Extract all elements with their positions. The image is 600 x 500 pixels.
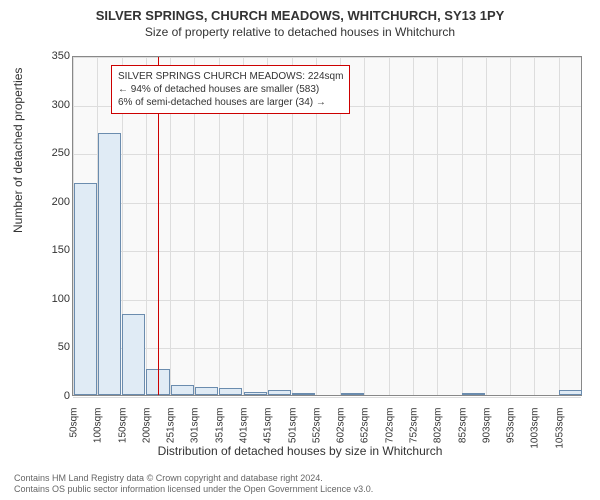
footer-line-2: Contains OS public sector information li… xyxy=(14,484,373,496)
grid-line-v xyxy=(413,57,414,395)
histogram-bar xyxy=(559,390,582,395)
histogram-bar xyxy=(171,385,194,395)
y-tick-label: 150 xyxy=(40,244,70,256)
footer-line-1: Contains HM Land Registry data © Crown c… xyxy=(14,473,373,485)
grid-line-v xyxy=(389,57,390,395)
grid-line-v xyxy=(437,57,438,395)
grid-line-v xyxy=(462,57,463,395)
histogram-bar xyxy=(292,393,315,395)
grid-line-v xyxy=(364,57,365,395)
y-tick-label: 100 xyxy=(40,293,70,305)
annotation-box: SILVER SPRINGS CHURCH MEADOWS: 224sqm ← … xyxy=(111,65,350,114)
y-tick-label: 250 xyxy=(40,147,70,159)
y-tick-label: 350 xyxy=(40,50,70,62)
y-tick-label: 0 xyxy=(40,390,70,402)
histogram-bar xyxy=(122,314,145,395)
chart-container: SILVER SPRINGS, CHURCH MEADOWS, WHITCHUR… xyxy=(10,8,590,468)
footer: Contains HM Land Registry data © Crown c… xyxy=(14,473,373,496)
grid-line-v xyxy=(534,57,535,395)
annotation-line-2: ← 94% of detached houses are smaller (58… xyxy=(118,83,343,96)
histogram-bar xyxy=(219,388,242,395)
grid-line-h xyxy=(73,348,581,349)
chart-subtitle: Size of property relative to detached ho… xyxy=(10,25,590,39)
grid-line-h xyxy=(73,251,581,252)
y-axis-label: Number of detached properties xyxy=(11,68,25,233)
histogram-bar xyxy=(74,183,97,395)
grid-line-h xyxy=(73,300,581,301)
histogram-bar xyxy=(98,133,121,395)
x-axis-label: Distribution of detached houses by size … xyxy=(10,444,590,458)
histogram-bar xyxy=(341,393,364,395)
histogram-bar xyxy=(195,387,218,395)
grid-line-h xyxy=(73,57,581,58)
y-tick-label: 200 xyxy=(40,196,70,208)
annotation-line-1: SILVER SPRINGS CHURCH MEADOWS: 224sqm xyxy=(118,70,343,83)
chart-title: SILVER SPRINGS, CHURCH MEADOWS, WHITCHUR… xyxy=(10,8,590,23)
plot-area: SILVER SPRINGS CHURCH MEADOWS: 224sqm ← … xyxy=(72,56,582,396)
grid-line-h xyxy=(73,154,581,155)
grid-line-h xyxy=(73,203,581,204)
grid-line-v xyxy=(486,57,487,395)
y-tick-label: 300 xyxy=(40,99,70,111)
grid-line-h xyxy=(73,397,581,398)
grid-line-v xyxy=(559,57,560,395)
histogram-bar xyxy=(244,392,267,395)
histogram-bar xyxy=(268,390,291,395)
grid-line-v xyxy=(510,57,511,395)
histogram-bar xyxy=(462,393,485,395)
annotation-line-3: 6% of semi-detached houses are larger (3… xyxy=(118,96,343,109)
y-tick-label: 50 xyxy=(40,341,70,353)
